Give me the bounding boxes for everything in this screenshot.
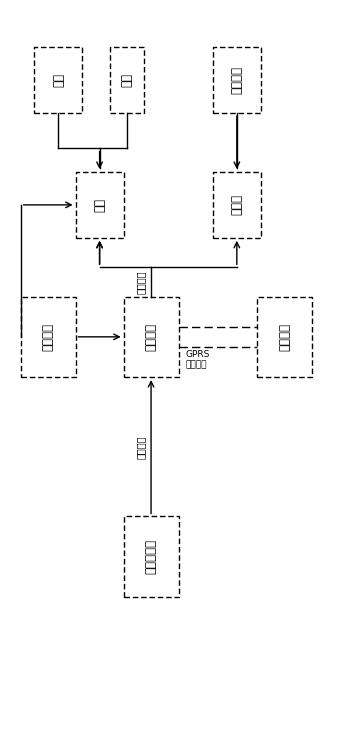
- Bar: [34, 47, 82, 114]
- Text: 输入信号: 输入信号: [136, 435, 146, 459]
- Bar: [257, 297, 312, 377]
- Text: 电机: 电机: [93, 198, 106, 212]
- Bar: [124, 516, 178, 597]
- Text: 高清摄像头: 高清摄像头: [145, 539, 157, 574]
- Bar: [110, 47, 144, 114]
- Bar: [213, 47, 261, 114]
- Bar: [213, 172, 261, 238]
- Bar: [21, 297, 76, 377]
- Text: 控制模块: 控制模块: [145, 323, 157, 351]
- Text: GPRS
通信模块: GPRS 通信模块: [185, 350, 210, 370]
- Text: 旋转: 旋转: [52, 73, 65, 87]
- Text: 电源模块: 电源模块: [42, 323, 55, 351]
- Text: 输出信号: 输出信号: [136, 270, 146, 294]
- Bar: [124, 297, 178, 377]
- Text: 毛刷: 毛刷: [121, 73, 134, 87]
- Text: 高压水枪: 高压水枪: [230, 66, 243, 94]
- Text: 移动设备: 移动设备: [278, 323, 291, 351]
- Text: 电磁阀: 电磁阀: [230, 194, 243, 215]
- Bar: [76, 172, 124, 238]
